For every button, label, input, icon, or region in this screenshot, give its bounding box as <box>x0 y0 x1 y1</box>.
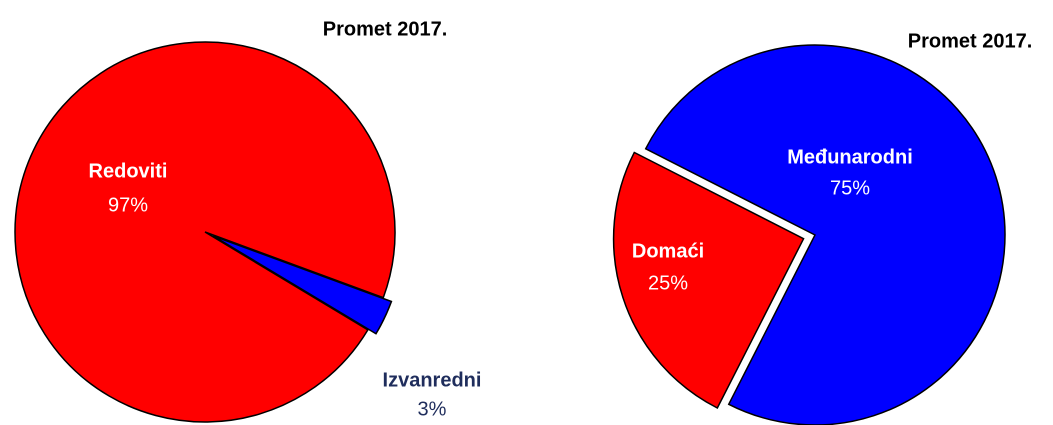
pie-slice <box>644 44 1006 425</box>
slice-label: Redoviti <box>89 160 168 182</box>
pie-slice <box>14 41 396 423</box>
slice-label: Međunarodni <box>787 146 913 168</box>
slice-label: Domaći <box>632 240 704 262</box>
chart-title: Promet 2017. <box>908 30 1033 52</box>
slice-value-label: 3% <box>418 398 447 420</box>
slice-value-label: 75% <box>830 177 870 199</box>
slice-value-label: 97% <box>108 194 148 216</box>
chart-title: Promet 2017. <box>323 18 448 40</box>
slice-value-label: 25% <box>648 272 688 294</box>
slice-label: Izvanredni <box>383 369 482 391</box>
pie-slice <box>212 235 393 335</box>
pie-slice <box>612 151 805 410</box>
